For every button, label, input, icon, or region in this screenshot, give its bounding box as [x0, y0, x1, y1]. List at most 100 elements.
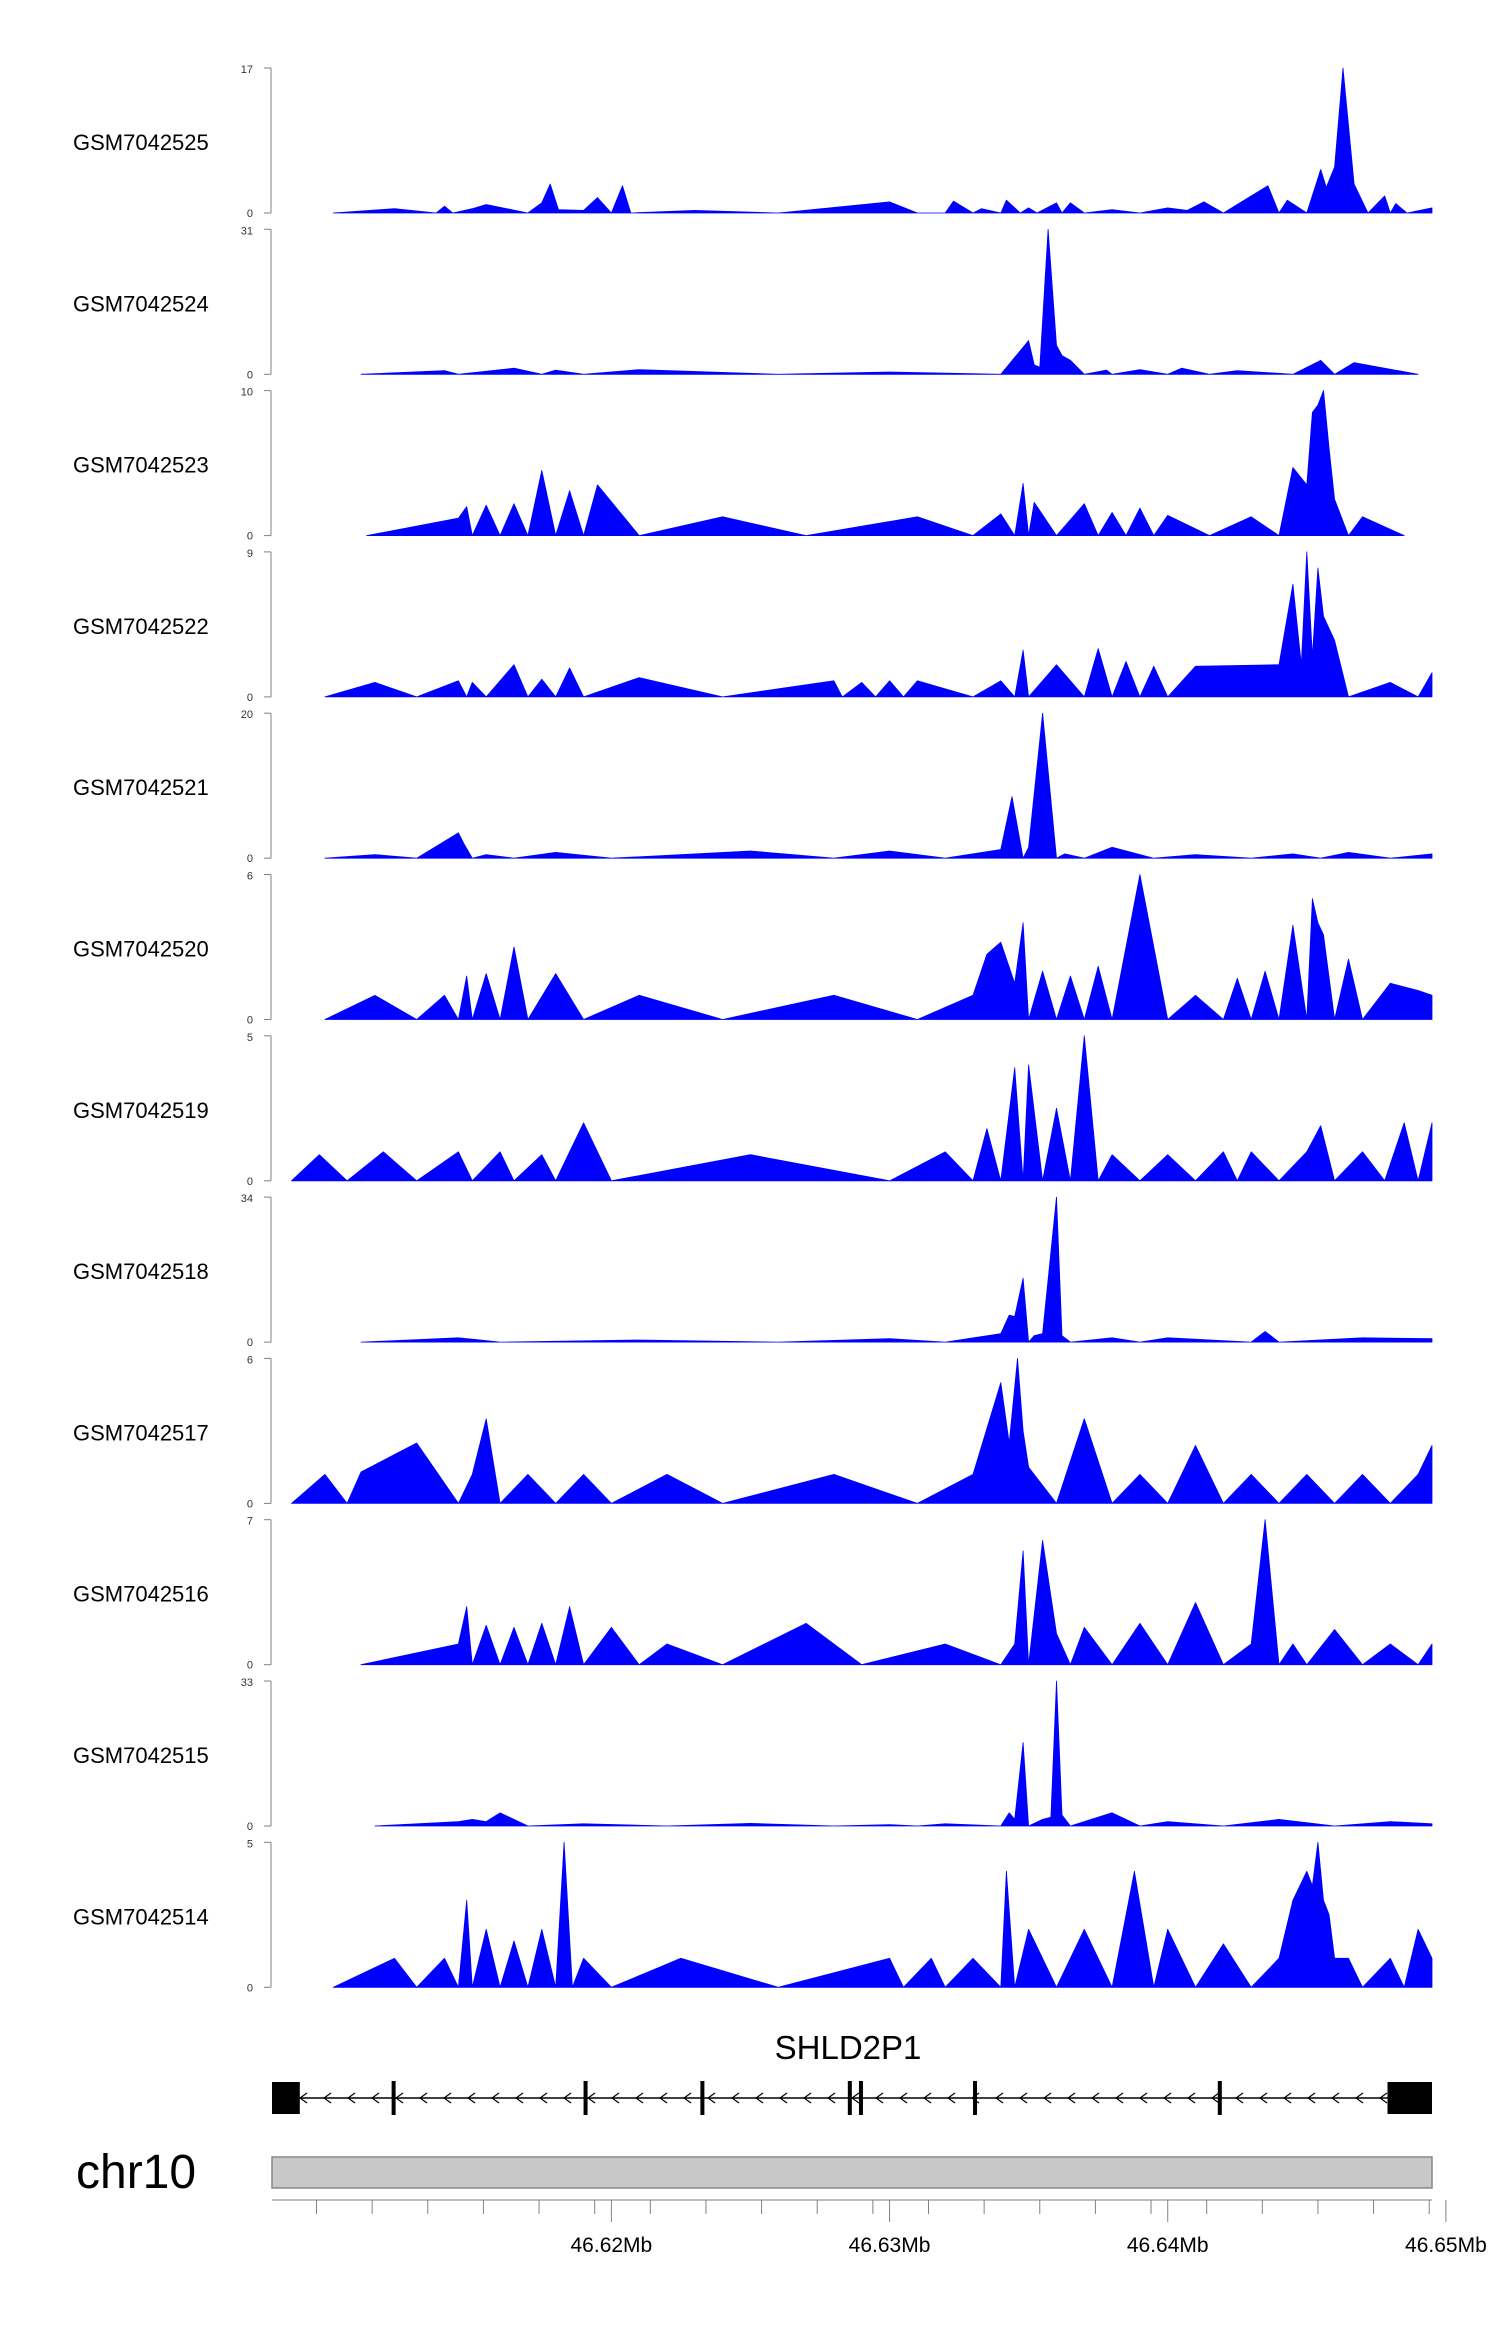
exon [858, 2081, 863, 2115]
exon [583, 2081, 588, 2115]
strand-chevron [562, 2092, 572, 2104]
chromosome-label: chr10 [76, 2146, 196, 2199]
y-tick-label-min: 0 [247, 1498, 253, 1510]
y-tick-label-max: 6 [247, 871, 253, 883]
axis-tick-label: 46.63Mb [849, 2234, 931, 2257]
strand-chevron [538, 2092, 548, 2104]
track-label: GSM7042517 [73, 1420, 209, 1445]
y-tick-label-max: 33 [241, 1677, 253, 1689]
y-tick-label-min: 0 [247, 1660, 253, 1672]
track-label: GSM7042521 [73, 775, 209, 800]
track-GSM7042516: GSM7042516 7 0 [73, 1516, 1433, 1672]
strand-chevron [778, 2092, 788, 2104]
strand-chevron [994, 2092, 1004, 2104]
y-tick-label-min: 0 [247, 692, 253, 704]
coverage-area [366, 390, 1405, 536]
strand-chevron [1282, 2092, 1292, 2104]
coverage-area [324, 551, 1433, 698]
coverage-area [360, 1519, 1433, 1666]
strand-chevron [1066, 2092, 1076, 2104]
track-label: GSM7042523 [73, 453, 209, 478]
track-GSM7042520: GSM7042520 6 0 [73, 871, 1433, 1027]
coverage-area [332, 1841, 1433, 1988]
track-GSM7042514: GSM7042514 5 0 [73, 1838, 1433, 1994]
strand-chevron [1354, 2092, 1364, 2104]
strand-chevron [1306, 2092, 1316, 2104]
strand-chevron [802, 2092, 812, 2104]
y-tick-label-max: 31 [241, 225, 253, 237]
y-tick-label-min: 0 [247, 1821, 253, 1833]
chromosome-bar [271, 2156, 1433, 2189]
exon [272, 2082, 300, 2114]
y-tick-label-min: 0 [247, 1982, 253, 1994]
strand-chevron [322, 2092, 332, 2104]
gene-model-track: SHLD2P1 [272, 2029, 1432, 2115]
strand-chevron [658, 2092, 668, 2104]
strand-chevron [682, 2092, 692, 2104]
y-tick-label-max: 34 [241, 1193, 253, 1205]
axis-tick-label: 46.62Mb [571, 2234, 653, 2257]
exon [391, 2081, 396, 2115]
y-tick-label-min: 0 [247, 208, 253, 220]
y-tick-label-min: 0 [247, 1337, 253, 1349]
y-tick-label-min: 0 [247, 531, 253, 543]
strand-chevron [370, 2092, 380, 2104]
track-GSM7042521: GSM7042521 20 0 [73, 709, 1433, 865]
strand-chevron [610, 2092, 620, 2104]
strand-chevron [1042, 2092, 1052, 2104]
strand-chevron [1330, 2092, 1340, 2104]
strand-chevron [730, 2092, 740, 2104]
y-tick-label-max: 7 [247, 1516, 253, 1528]
track-label: GSM7042524 [73, 291, 209, 316]
strand-chevron [1090, 2092, 1100, 2104]
coverage-area [332, 67, 1433, 214]
strand-chevron [418, 2092, 428, 2104]
strand-chevron [946, 2092, 956, 2104]
track-label: GSM7042516 [73, 1582, 209, 1607]
exon [1217, 2081, 1222, 2115]
track-GSM7042524: GSM7042524 31 0 [73, 225, 1419, 381]
strand-chevron [490, 2092, 500, 2104]
y-tick-label-max: 5 [247, 1032, 253, 1044]
coverage-area [324, 874, 1433, 1020]
strand-chevron [466, 2092, 476, 2104]
track-label: GSM7042515 [73, 1743, 209, 1768]
coverage-area [291, 1035, 1433, 1182]
strand-chevron [1018, 2092, 1028, 2104]
track-GSM7042523: GSM7042523 10 0 [73, 387, 1405, 543]
strand-chevron [826, 2092, 836, 2104]
coverage-area [291, 1358, 1433, 1504]
coverage-tracks: GSM7042525170GSM7042524310GSM7042523100G… [73, 64, 1433, 1994]
strand-chevron [706, 2092, 716, 2104]
strand-chevron [346, 2092, 356, 2104]
strand-chevron [1378, 2092, 1388, 2104]
strand-chevron [1138, 2092, 1148, 2104]
track-GSM7042522: GSM7042522 9 0 [73, 548, 1433, 704]
axis-tick-label: 46.65Mb [1405, 2234, 1487, 2257]
y-tick-label-max: 10 [241, 387, 253, 399]
track-GSM7042519: GSM7042519 5 0 [73, 1032, 1433, 1188]
track-GSM7042517: GSM7042517 6 0 [73, 1354, 1433, 1510]
strand-chevron [874, 2092, 884, 2104]
strand-chevron [634, 2092, 644, 2104]
exon [847, 2081, 852, 2115]
strand-chevron [442, 2092, 452, 2104]
y-tick-label-min: 0 [247, 1015, 253, 1027]
track-label: GSM7042518 [73, 1259, 209, 1284]
strand-chevron [394, 2092, 404, 2104]
strand-chevron [922, 2092, 932, 2104]
strand-chevron [754, 2092, 764, 2104]
strand-chevron [1210, 2092, 1220, 2104]
strand-chevron [898, 2092, 908, 2104]
track-label: GSM7042514 [73, 1904, 209, 1929]
track-label: GSM7042520 [73, 937, 209, 962]
y-tick-label-max: 20 [241, 709, 253, 721]
genome-axis-track: chr10 46.62Mb 46.63Mb 46.64Mb 46.65Mb [76, 2146, 1487, 2257]
y-tick-label-min: 0 [247, 1176, 253, 1188]
strand-chevron [514, 2092, 524, 2104]
track-GSM7042525: GSM7042525 17 0 [73, 64, 1433, 220]
strand-chevron [850, 2092, 860, 2104]
coverage-area [360, 1196, 1433, 1343]
strand-chevron [1186, 2092, 1196, 2104]
track-GSM7042515: GSM7042515 33 0 [73, 1677, 1433, 1833]
